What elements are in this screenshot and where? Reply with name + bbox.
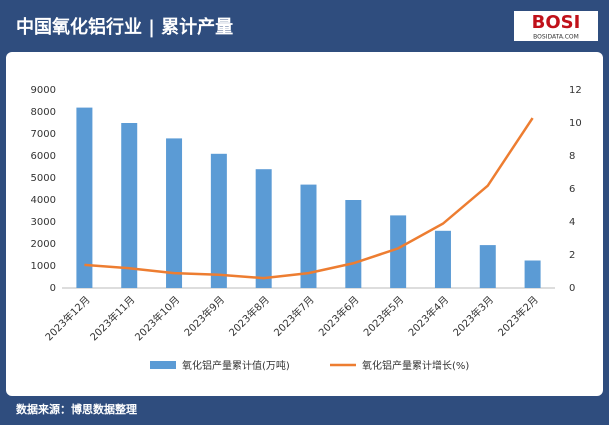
bar	[255, 169, 272, 288]
logo: BOSI	[532, 12, 581, 33]
bar	[479, 245, 496, 288]
source: 数据来源：博思数据整理	[16, 402, 137, 416]
logo-url: BOSIDATA.COM	[533, 34, 579, 41]
y-tick-label: 5000	[31, 173, 56, 184]
y2-tick-label: 12	[569, 85, 582, 96]
bar	[210, 153, 227, 288]
bar	[524, 260, 541, 288]
y2-tick-label: 0	[569, 283, 575, 294]
y2-tick-label: 2	[569, 250, 575, 261]
y-tick-label: 0	[50, 283, 56, 294]
bar	[434, 230, 451, 288]
bar	[76, 107, 93, 288]
line	[84, 117, 534, 280]
legend-label: 氧化铝产量累计值(万吨)	[182, 359, 290, 372]
logo-box	[514, 11, 598, 41]
y-tick-label: 9000	[31, 85, 56, 96]
bar	[121, 123, 138, 288]
legend-swatch	[150, 361, 176, 369]
bar	[166, 138, 183, 288]
y-tick-label: 6000	[31, 151, 56, 162]
legend-label: 氧化铝产量累计增长(%)	[362, 359, 469, 372]
y-tick-label: 8000	[31, 107, 56, 118]
y-tick-label: 1000	[31, 261, 56, 272]
y-tick-label: 7000	[31, 129, 56, 140]
y2-tick-label: 4	[569, 217, 575, 228]
bar	[345, 200, 362, 288]
y2-tick-label: 8	[569, 151, 575, 162]
y2-tick-label: 6	[569, 184, 575, 195]
bar	[390, 215, 407, 288]
y-tick-label: 2000	[31, 239, 56, 250]
y2-tick-label: 10	[569, 118, 582, 129]
y-tick-label: 3000	[31, 217, 56, 228]
y-tick-label: 4000	[31, 195, 56, 206]
chart-title: 中国氧化铝行业 | 累计产量	[16, 16, 233, 38]
bar	[300, 184, 317, 288]
